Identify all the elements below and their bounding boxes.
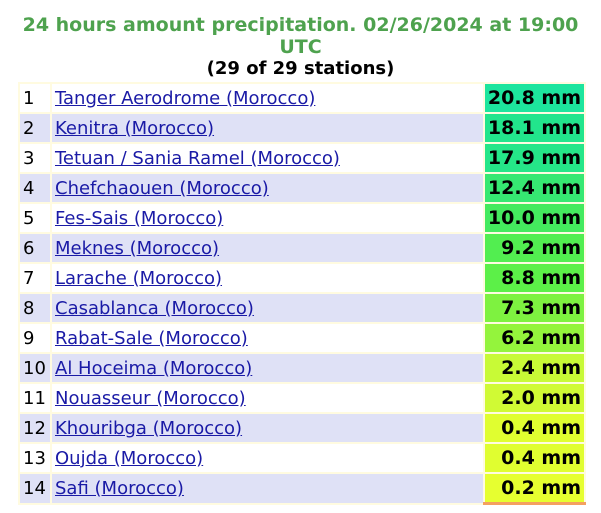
row: 9 Rabat-Sale (Morocco) 6.2 mm	[18, 322, 587, 354]
rank: 6	[18, 232, 52, 264]
amount: 12.4 mm	[482, 172, 587, 204]
rank: 8	[18, 292, 52, 324]
station-cell: Chefchaouen (Morocco)	[50, 172, 485, 204]
amount: 20.8 mm	[482, 82, 587, 114]
station-link[interactable]: Tanger Aerodrome (Morocco)	[55, 87, 316, 109]
rank: 5	[18, 202, 52, 234]
amount: 2.0 mm	[482, 382, 587, 414]
station-cell: Larache (Morocco)	[50, 262, 485, 294]
station-cell: Meknes (Morocco)	[50, 232, 485, 264]
station-link[interactable]: Larache (Morocco)	[55, 267, 223, 289]
row: 1 Tanger Aerodrome (Morocco) 20.8 mm	[18, 82, 587, 114]
station-cell: Safi (Morocco)	[50, 472, 485, 505]
station-link[interactable]: Khouribga (Morocco)	[55, 417, 243, 439]
amount: 18.1 mm	[482, 112, 587, 144]
station-cell: Khouribga (Morocco)	[50, 412, 485, 444]
subtitle: (29 of 29 stations)	[206, 58, 395, 79]
row: 7 Larache (Morocco) 8.8 mm	[18, 262, 587, 294]
station-link[interactable]: Fes-Sais (Morocco)	[55, 207, 224, 229]
amount: 7.3 mm	[482, 292, 587, 324]
station-cell: Rabat-Sale (Morocco)	[50, 322, 485, 354]
station-link[interactable]: Kenitra (Morocco)	[55, 117, 215, 139]
rank: 4	[18, 172, 52, 204]
amount: 0.2 mm	[482, 472, 587, 505]
station-link[interactable]: Safi (Morocco)	[55, 477, 184, 499]
station-link[interactable]: Tetuan / Sania Ramel (Morocco)	[55, 147, 340, 169]
station-link[interactable]: Al Hoceima (Morocco)	[55, 357, 253, 379]
title: 24 hours amount precipitation. 02/26/202…	[22, 14, 579, 58]
rank: 1	[18, 82, 52, 114]
page: 24 hours amount precipitation. 02/26/202…	[0, 14, 601, 513]
station-cell: Oujda (Morocco)	[50, 442, 485, 474]
rank: 7	[18, 262, 52, 294]
amount: 8.8 mm	[482, 262, 587, 294]
row: 4 Chefchaouen (Morocco) 12.4 mm	[18, 172, 587, 204]
rank: 9	[18, 322, 52, 354]
station-cell: Casablanca (Morocco)	[50, 292, 485, 324]
amount: 2.4 mm	[482, 352, 587, 384]
rank: 13	[18, 442, 52, 474]
station-cell: Fes-Sais (Morocco)	[50, 202, 485, 234]
stations-table: 1 Tanger Aerodrome (Morocco) 20.8 mm 2 Kenit…	[18, 82, 587, 505]
rank: 2	[18, 112, 52, 144]
station-link[interactable]: Oujda (Morocco)	[55, 447, 204, 469]
station-link[interactable]: Nouasseur (Morocco)	[55, 387, 246, 409]
amount: 9.2 mm	[482, 232, 587, 264]
row: 2 Kenitra (Morocco) 18.1 mm	[18, 112, 587, 144]
station-link[interactable]: Chefchaouen (Morocco)	[55, 177, 269, 199]
station-cell: Tetuan / Sania Ramel (Morocco)	[50, 142, 485, 174]
station-link[interactable]: Casablanca (Morocco)	[55, 297, 254, 319]
row: 10 Al Hoceima (Morocco) 2.4 mm	[18, 352, 587, 384]
row: 8 Casablanca (Morocco) 7.3 mm	[18, 292, 587, 324]
rank: 10	[18, 352, 52, 384]
station-cell: Al Hoceima (Morocco)	[50, 352, 485, 384]
row: 12 Khouribga (Morocco) 0.4 mm	[18, 412, 587, 444]
station-link[interactable]: Rabat-Sale (Morocco)	[55, 327, 248, 349]
rank: 11	[18, 382, 52, 414]
row: 3 Tetuan / Sania Ramel (Morocco) 17.9 mm	[18, 142, 587, 174]
amount: 17.9 mm	[482, 142, 587, 174]
row: 11 Nouasseur (Morocco) 2.0 mm	[18, 382, 587, 414]
amount: 6.2 mm	[482, 322, 587, 354]
rank: 3	[18, 142, 52, 174]
station-cell: Tanger Aerodrome (Morocco)	[50, 82, 485, 114]
station-cell: Kenitra (Morocco)	[50, 112, 485, 144]
amount: 0.4 mm	[482, 442, 587, 474]
row: 14 Safi (Morocco) 0.2 mm	[18, 472, 587, 505]
row: 13 Oujda (Morocco) 0.4 mm	[18, 442, 587, 474]
station-link[interactable]: Meknes (Morocco)	[55, 237, 220, 259]
amount: 10.0 mm	[482, 202, 587, 234]
row: 6 Meknes (Morocco) 9.2 mm	[18, 232, 587, 264]
station-cell: Nouasseur (Morocco)	[50, 382, 485, 414]
row: 5 Fes-Sais (Morocco) 10.0 mm	[18, 202, 587, 234]
amount: 0.4 mm	[482, 412, 587, 444]
rank: 14	[18, 472, 52, 505]
rank: 12	[18, 412, 52, 444]
